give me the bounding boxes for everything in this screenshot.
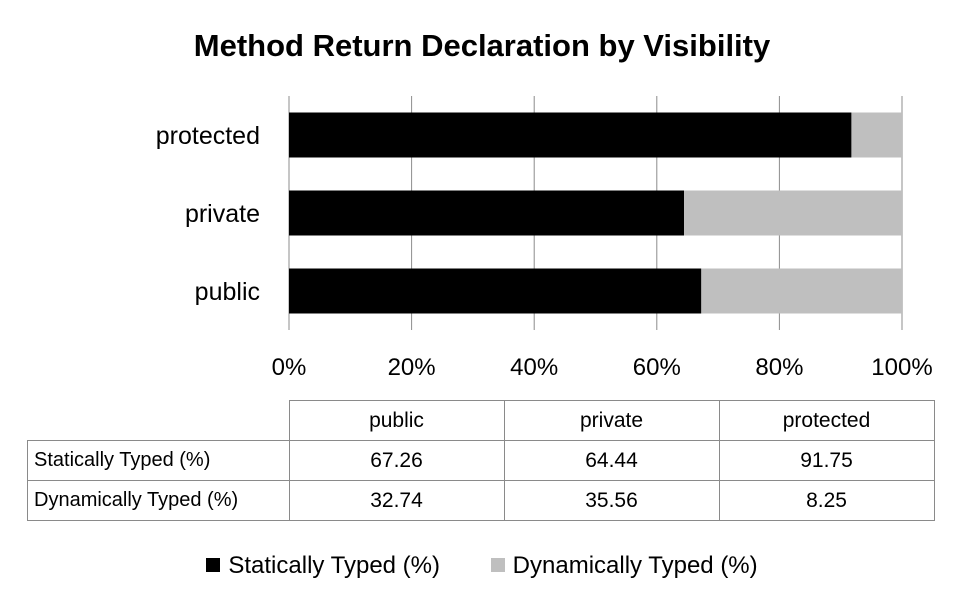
table-header-cell: public [288,400,505,441]
table-row-label: Dynamically Typed (%) [27,480,290,521]
x-tick-label: 20% [388,354,436,381]
legend-item-dynamic: Dynamically Typed (%) [490,552,758,580]
bar-static [289,190,685,236]
table-header-row: public private protected [27,400,935,441]
table-row: Statically Typed (%) 67.26 64.44 91.75 [27,440,935,481]
table-row-label: Statically Typed (%) [27,440,290,481]
table-cell: 8.25 [718,480,935,521]
legend-item-static: Statically Typed (%) [206,552,440,580]
table-cell: 91.75 [718,440,935,481]
bar-static [289,268,702,314]
table-cell: 35.56 [503,480,720,521]
table-header-cell: protected [718,400,935,441]
x-tick-label: 60% [633,354,681,381]
legend-swatch-static [206,558,221,572]
legend-swatch-dynamic [490,558,505,572]
table-row: Dynamically Typed (%) 32.74 35.56 8.25 [27,480,935,521]
bar-chart: 0% 20% 40% 60% 80% 100% public private protected [156,96,933,381]
table-cell: 32.74 [288,480,505,521]
x-tick-label: 100% [871,354,932,381]
bar-dynamic [701,268,902,314]
y-category-label: public [195,278,260,306]
bar-dynamic [684,190,902,236]
legend-label-dynamic: Dynamically Typed (%) [512,552,758,579]
table-cell: 64.44 [503,440,720,481]
x-tick-label: 40% [510,354,558,381]
chart-title: Method Return Declaration by Visibility [193,28,771,63]
x-tick-label: 80% [755,354,803,381]
table-cell: 67.26 [288,440,505,481]
bar-static [289,112,852,158]
data-table: public private protected Statically Type… [27,400,935,521]
table-header-cell: private [503,400,720,441]
table-corner-cell [27,400,290,441]
y-category-label: protected [156,122,260,150]
x-tick-label: 0% [272,354,307,381]
y-category-label: private [185,200,260,228]
legend: Statically Typed (%) Dynamically Typed (… [0,552,964,580]
legend-label-static: Statically Typed (%) [228,552,440,579]
bar-dynamic [851,112,902,158]
